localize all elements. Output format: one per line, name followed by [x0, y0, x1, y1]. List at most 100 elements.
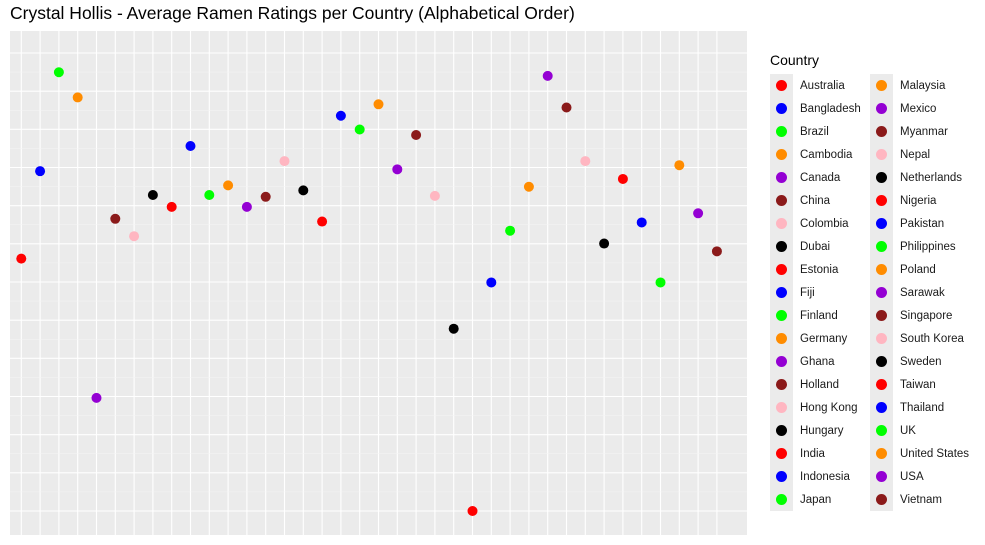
data-point-sweden — [599, 238, 610, 249]
legend-item: India — [770, 442, 870, 465]
legend-label: Hungary — [800, 424, 844, 437]
legend-key — [770, 373, 793, 396]
legend-dot — [876, 172, 887, 183]
legend-item: USA — [870, 465, 970, 488]
legend-item: Netherlands — [870, 166, 970, 189]
legend-key — [770, 97, 793, 120]
legend-dot — [876, 471, 887, 482]
legend-item: Poland — [870, 258, 970, 281]
data-point-malaysia — [373, 99, 384, 110]
legend-key — [870, 235, 893, 258]
legend-key — [770, 419, 793, 442]
legend-label: Indonesia — [800, 470, 850, 483]
legend-key — [770, 281, 793, 304]
legend-key — [870, 442, 893, 465]
legend-dot — [876, 379, 887, 390]
legend-key — [870, 327, 893, 350]
legend-label: Finland — [800, 309, 838, 322]
data-point-united-states — [674, 160, 685, 171]
legend-label: Estonia — [800, 263, 839, 276]
legend-label: Taiwan — [900, 378, 936, 391]
legend-item: Japan — [770, 488, 870, 511]
legend-dot — [776, 241, 787, 252]
legend-label: Ghana — [800, 355, 835, 368]
data-point-philippines — [505, 225, 516, 236]
legend-label: Malaysia — [900, 79, 946, 92]
legend-dot — [876, 494, 887, 505]
legend-dot — [776, 333, 787, 344]
data-point-hong-kong — [279, 156, 290, 167]
legend-label: Colombia — [800, 217, 849, 230]
data-point-south-korea — [580, 156, 591, 167]
legend-dot — [876, 425, 887, 436]
data-point-canada — [91, 392, 102, 403]
legend-key — [770, 350, 793, 373]
legend-key — [870, 350, 893, 373]
legend-column: Australia Bangladesh Brazil Cambodia Canada C… — [770, 74, 870, 511]
legend-item: Bangladesh — [770, 97, 870, 120]
data-point-bangladesh — [35, 166, 46, 177]
data-point-sarawak — [542, 70, 553, 81]
legend-dot — [876, 103, 887, 114]
legend-item: Estonia — [770, 258, 870, 281]
legend-key — [870, 419, 893, 442]
legend-dot — [876, 264, 887, 275]
legend-dot — [876, 287, 887, 298]
data-point-indonesia — [335, 110, 346, 121]
legend-dot — [876, 149, 887, 160]
legend-dot — [876, 356, 887, 367]
legend-item: Sweden — [870, 350, 970, 373]
legend-key — [770, 304, 793, 327]
legend-label: Netherlands — [900, 171, 963, 184]
legend-dot — [876, 195, 887, 206]
legend-key — [870, 465, 893, 488]
data-point-pakistan — [486, 277, 497, 288]
legend-item: Finland — [770, 304, 870, 327]
legend-item: Sarawak — [870, 281, 970, 304]
legend-label: Mexico — [900, 102, 937, 115]
legend-key — [870, 258, 893, 281]
legend-dot — [776, 126, 787, 137]
legend-key — [770, 327, 793, 350]
grid-lines — [10, 31, 747, 535]
legend-key — [770, 258, 793, 281]
data-point-colombia — [129, 231, 140, 242]
legend-dot — [776, 494, 787, 505]
legend-key — [770, 143, 793, 166]
legend-item: Pakistan — [870, 212, 970, 235]
data-point-mexico — [392, 164, 403, 175]
legend: Country Australia Bangladesh Brazil Cambodi… — [770, 52, 970, 511]
legend-dot — [776, 310, 787, 321]
data-point-australia — [16, 253, 27, 264]
legend-label: Hong Kong — [800, 401, 858, 414]
legend-label: India — [800, 447, 825, 460]
legend-item: Myanmar — [870, 120, 970, 143]
legend-label: Sarawak — [900, 286, 945, 299]
data-point-taiwan — [617, 173, 628, 184]
data-point-uk — [655, 277, 666, 288]
legend-label: Germany — [800, 332, 848, 345]
data-point-china — [110, 213, 121, 224]
legend-dot — [876, 333, 887, 344]
legend-dot — [776, 471, 787, 482]
legend-key — [870, 396, 893, 419]
data-point-estonia — [166, 201, 177, 212]
legend-dot — [776, 287, 787, 298]
legend-item: Thailand — [870, 396, 970, 419]
legend-item: Taiwan — [870, 373, 970, 396]
data-point-holland — [260, 191, 271, 202]
legend-label: Cambodia — [800, 148, 853, 161]
legend-key — [770, 396, 793, 419]
data-point-usa — [693, 208, 704, 219]
legend-label: UK — [900, 424, 916, 437]
legend-key — [870, 166, 893, 189]
legend-key — [870, 97, 893, 120]
data-point-singapore — [561, 102, 572, 113]
data-point-nepal — [429, 190, 440, 201]
legend-label: United States — [900, 447, 970, 460]
legend-item: Indonesia — [770, 465, 870, 488]
legend-item: Hungary — [770, 419, 870, 442]
data-point-ghana — [241, 201, 252, 212]
data-point-cambodia — [72, 92, 83, 103]
data-point-thailand — [636, 217, 647, 228]
